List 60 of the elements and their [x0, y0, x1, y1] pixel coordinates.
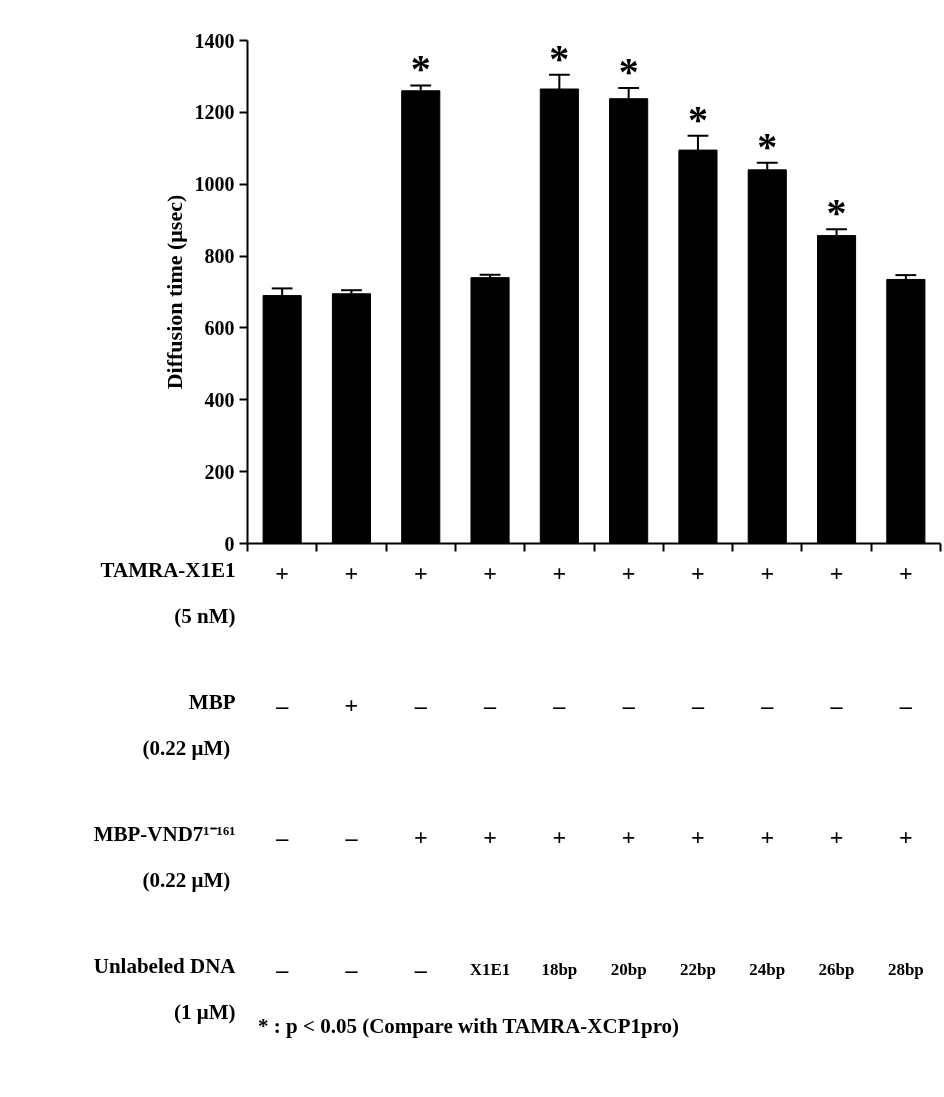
y-tick-label: 400 [204, 388, 235, 411]
data-label: * [826, 190, 847, 236]
text: + [552, 560, 567, 586]
text: – [483, 692, 498, 719]
text: + [760, 560, 775, 586]
text: + [483, 560, 497, 586]
text: + [691, 824, 705, 850]
text: – [344, 824, 359, 851]
text: + [899, 824, 913, 850]
text: + [413, 824, 428, 850]
y-axis-title: Diffusion time (μsec) [161, 194, 187, 390]
data-label: * [549, 35, 570, 81]
text: + [621, 560, 636, 586]
text: 20bp [610, 960, 647, 979]
text: – [275, 692, 290, 719]
text: 24bp [749, 960, 786, 979]
text: – [552, 692, 567, 719]
text: 18bp [541, 960, 578, 979]
text: 26bp [818, 960, 855, 979]
text: + [275, 560, 289, 586]
data-label: * [757, 123, 778, 169]
y-tick-label: 600 [204, 316, 235, 339]
data-label: * [618, 48, 639, 94]
data-label: * [410, 46, 431, 92]
text: 28bp [887, 960, 924, 979]
text: Unlabeled DNA (1 μM) [93, 953, 237, 1025]
text: – [898, 692, 913, 719]
y-tick-label: 1400 [194, 29, 235, 52]
y-tick-label: 1000 [194, 173, 235, 196]
text: + [691, 560, 705, 586]
text: – [413, 692, 428, 719]
text: – [344, 956, 359, 983]
text: + [344, 560, 359, 586]
text: – [275, 824, 290, 851]
text: – [621, 692, 636, 719]
text: + [552, 824, 567, 850]
y-tick-label: 200 [204, 460, 235, 483]
data-label: * [687, 96, 708, 142]
text: + [413, 560, 428, 586]
text: – [690, 692, 705, 719]
y-tick-label: 1200 [194, 101, 235, 124]
text: MBP (0.22 μM) [142, 689, 236, 761]
y-tick-label: 800 [204, 245, 235, 268]
text: X1E1 [469, 960, 511, 979]
text: + [760, 824, 775, 850]
text: + [829, 824, 844, 850]
text: + [829, 560, 844, 586]
text: – [760, 692, 775, 719]
text: – [413, 956, 428, 983]
text: 22bp [680, 960, 716, 979]
text: + [621, 824, 636, 850]
y-tick-label: 0 [224, 532, 235, 555]
text: * : p < 0.05 (Compare with TAMRA-XCP1pro) [258, 1013, 680, 1038]
text: + [344, 692, 359, 718]
text: – [829, 692, 844, 719]
text: + [483, 824, 497, 850]
text: MBP-VND7¹⁻¹⁶¹ (0.22 μM) [93, 821, 236, 893]
text: + [899, 560, 913, 586]
text: TAMRA-X1E1 (5 nM) [100, 557, 236, 629]
text: – [275, 956, 290, 983]
